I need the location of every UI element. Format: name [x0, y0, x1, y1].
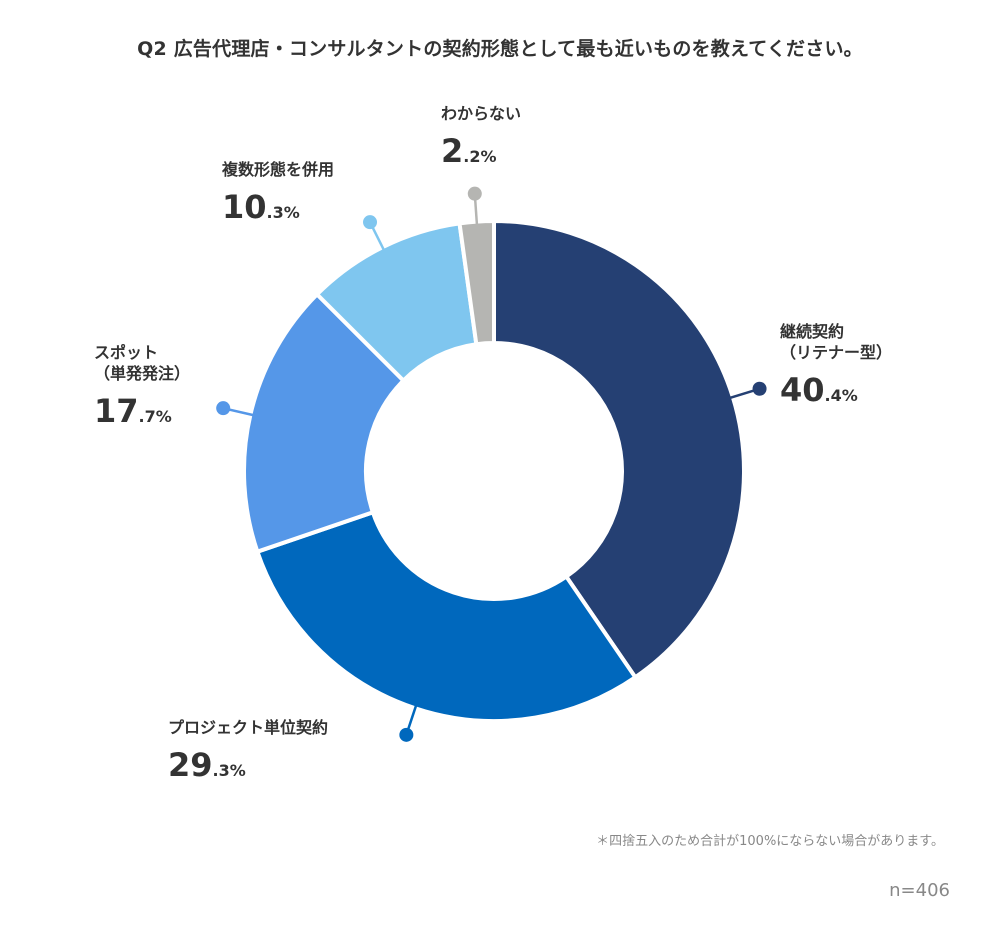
value-multiple-dec: .3% — [266, 202, 300, 222]
leader-spot — [216, 401, 255, 417]
value-retainer-int: 40 — [780, 370, 825, 409]
slice-retainer — [492, 218, 746, 681]
leader-retainer — [728, 381, 767, 400]
label-retainer-line1: 継続契約 — [780, 322, 845, 341]
rounding-note: ＊四捨五入のため合計が100%にならない場合があります。 — [596, 834, 944, 849]
label-retainer-line2: （リテナー型） — [780, 342, 893, 362]
label-project-line1: プロジェクト単位契約 — [168, 718, 329, 737]
slice-spot — [242, 291, 407, 555]
leader-project — [399, 704, 418, 742]
slice-unknown — [457, 218, 496, 347]
label-unknown: わからない 2.2% — [441, 104, 521, 172]
value-multiple-int: 10 — [222, 187, 267, 226]
label-spot: スポット （単発発注） 17.7% — [94, 343, 190, 432]
slice-project — [254, 509, 639, 723]
value-project-dec: .3% — [212, 760, 246, 780]
value-spot-dec: .7% — [138, 406, 172, 426]
value-unknown-dec: .2% — [463, 146, 497, 166]
chart-title: Q2 広告代理店・コンサルタントの契約形態として最も近いものを教えてください。 — [137, 38, 863, 60]
value-spot-int: 17 — [94, 391, 139, 430]
value-project-int: 29 — [168, 745, 213, 784]
value-retainer-dec: .4% — [824, 385, 858, 405]
sample-size: n=406 — [889, 880, 950, 901]
leader-unknown — [467, 186, 482, 226]
label-spot-line1: スポット — [94, 343, 159, 362]
label-unknown-line1: わからない — [441, 104, 522, 123]
label-retainer: 継続契約 （リテナー型） 40.4% — [780, 322, 892, 411]
label-multiple: 複数形態を併用 10.3% — [222, 160, 334, 228]
value-unknown-int: 2 — [441, 131, 464, 170]
leader-multiple — [363, 215, 386, 252]
label-multiple-line1: 複数形態を併用 — [222, 160, 335, 179]
label-spot-line2: （単発発注） — [94, 363, 191, 383]
label-project: プロジェクト単位契約 29.3% — [168, 718, 328, 786]
